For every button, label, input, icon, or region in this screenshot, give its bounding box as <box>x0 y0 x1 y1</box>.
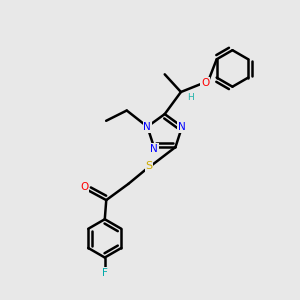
Text: H: H <box>187 93 194 102</box>
Text: O: O <box>201 78 209 88</box>
Text: O: O <box>80 182 88 192</box>
Text: S: S <box>146 161 152 171</box>
Text: N: N <box>150 144 158 154</box>
Text: N: N <box>143 122 151 132</box>
Text: F: F <box>102 268 108 278</box>
Text: N: N <box>178 122 186 132</box>
